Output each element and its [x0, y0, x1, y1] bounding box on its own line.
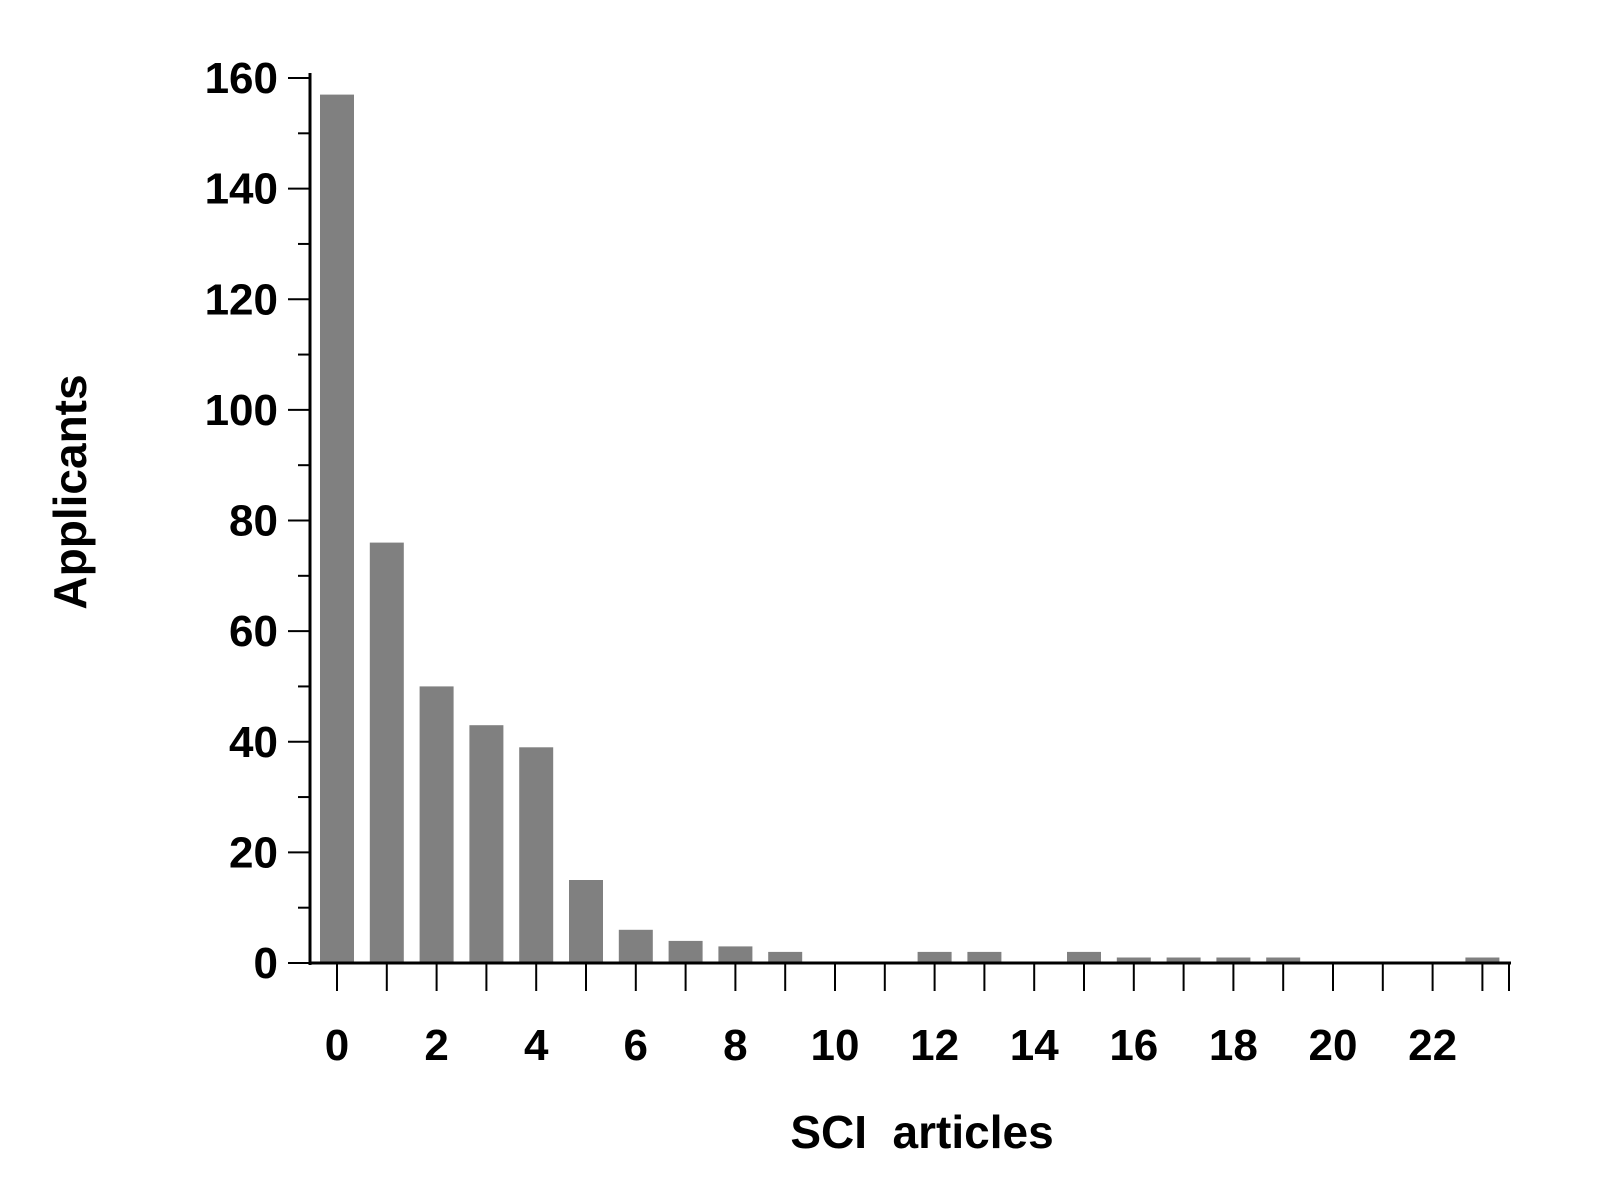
- x-tick-label-12: 12: [910, 1021, 959, 1070]
- y-tick-label-160: 160: [205, 54, 278, 103]
- x-tick-label-0: 0: [325, 1021, 349, 1070]
- bars-group: [320, 94, 1500, 964]
- x-tick-label-6: 6: [624, 1021, 648, 1070]
- bar-15: [1067, 951, 1101, 963]
- y-tick-label-140: 140: [205, 165, 278, 214]
- bar-7: [668, 940, 703, 963]
- x-tick-label-22: 22: [1408, 1021, 1457, 1070]
- y-tick-label-20: 20: [229, 828, 278, 877]
- bar-2: [419, 686, 454, 963]
- y-tick-label-40: 40: [229, 718, 278, 767]
- x-tick-label-10: 10: [811, 1021, 860, 1070]
- y-tick-label-0: 0: [254, 939, 278, 988]
- bar-16: [1116, 957, 1151, 963]
- bar-3: [469, 725, 504, 963]
- x-tick-label-14: 14: [1010, 1021, 1059, 1070]
- x-tick-label-4: 4: [524, 1021, 549, 1070]
- bar-4: [519, 747, 554, 963]
- bar-13: [967, 951, 1002, 963]
- bar-8: [718, 946, 753, 963]
- bar-1: [369, 542, 404, 963]
- x-tick-label-8: 8: [723, 1021, 747, 1070]
- x-ticks-group: 0 2 4 6 8 10 12 14 16 18 20 22: [325, 963, 1510, 1070]
- bar-9: [768, 951, 803, 963]
- x-tick-label-16: 16: [1109, 1021, 1158, 1070]
- y-tick-label-100: 100: [205, 386, 278, 435]
- bar-12: [917, 951, 952, 963]
- y-tick-label-120: 120: [205, 275, 278, 324]
- bar-18: [1216, 957, 1251, 963]
- x-axis-title: SCI articles: [790, 1106, 1053, 1158]
- bar-6: [618, 929, 653, 963]
- x-tick-label-20: 20: [1309, 1021, 1358, 1070]
- axes-group: [308, 73, 1511, 965]
- x-tick-label-18: 18: [1209, 1021, 1258, 1070]
- y-tick-label-80: 80: [229, 497, 278, 546]
- y-ticks-group: 0 20 40 60 80 100 120 140 160: [205, 54, 310, 988]
- x-tick-label-2: 2: [424, 1021, 448, 1070]
- bar-17: [1166, 957, 1201, 963]
- y-tick-label-60: 60: [229, 607, 278, 656]
- bar-23: [1465, 957, 1500, 963]
- bar-0: [320, 94, 354, 964]
- y-axis-title: Applicants: [44, 374, 96, 609]
- bar-19: [1266, 957, 1301, 963]
- bar-5: [569, 880, 603, 963]
